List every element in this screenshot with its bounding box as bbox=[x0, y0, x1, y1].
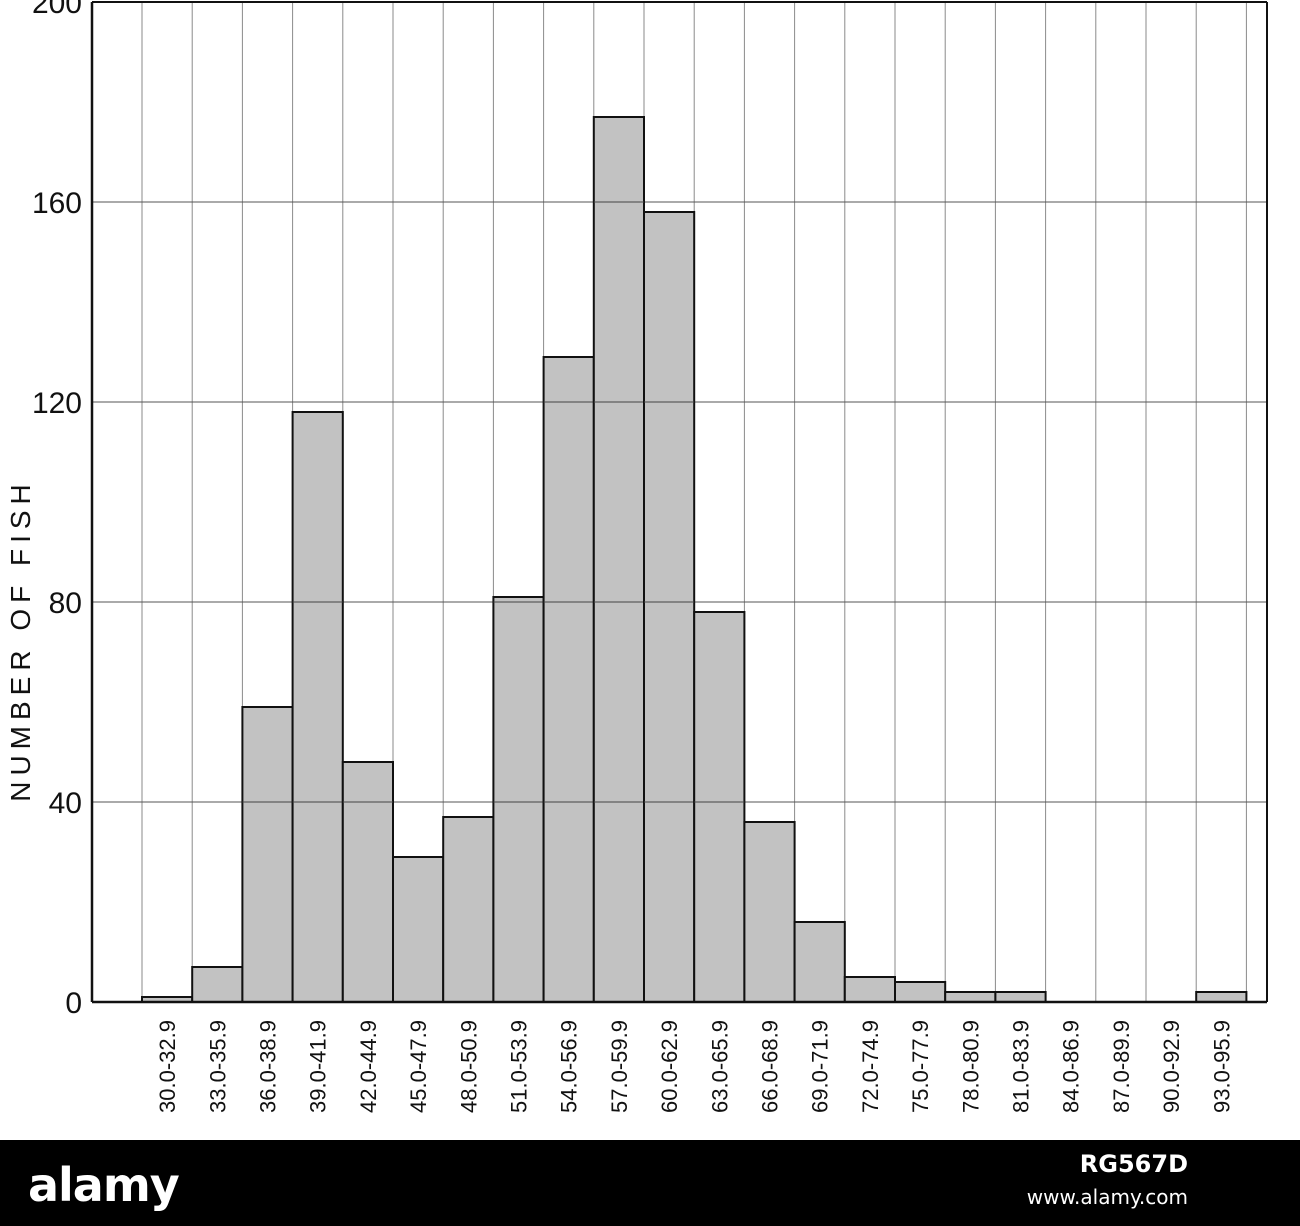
x-tick-label: 69.0-71.9 bbox=[808, 1020, 833, 1113]
x-tick-label: 33.0-35.9 bbox=[205, 1020, 230, 1113]
watermark-bar bbox=[0, 1140, 1300, 1226]
bar-54.0-56.9 bbox=[542, 356, 595, 1003]
bar-39.0-41.9 bbox=[291, 411, 344, 1003]
histogram-chart: 0 40 80 120 160 200 30.0-32.9 33.0-35.9 36.0-38… bbox=[5, 0, 1268, 1113]
bar-66.0-68.9 bbox=[743, 821, 796, 1003]
x-tick-label: 60.0-62.9 bbox=[657, 1020, 682, 1113]
bar-33.0-35.9 bbox=[191, 966, 244, 1003]
y-tick-labels: 0 40 80 120 160 200 bbox=[32, 0, 82, 1020]
x-tick-label: 51.0-53.9 bbox=[507, 1020, 532, 1113]
bar-36.0-38.9 bbox=[241, 706, 294, 1003]
bar-63.0-65.9 bbox=[693, 611, 746, 1003]
x-tick-label: 48.0-50.9 bbox=[456, 1020, 481, 1113]
watermark-logo: alamy bbox=[28, 1158, 180, 1212]
x-tick-label: 72.0-74.9 bbox=[858, 1020, 883, 1113]
x-tick-label: 87.0-89.9 bbox=[1109, 1020, 1134, 1113]
x-tick-label: 78.0-80.9 bbox=[958, 1020, 983, 1113]
bar-60.0-62.9 bbox=[643, 211, 696, 1003]
bar-42.0-44.9 bbox=[341, 761, 394, 1003]
bar-72.0-74.9 bbox=[843, 976, 896, 1003]
bar-78.0-80.9 bbox=[944, 991, 997, 1003]
bar-48.0-50.9 bbox=[442, 816, 495, 1003]
y-tick-label: 160 bbox=[32, 187, 82, 220]
watermark-url: www.alamy.com bbox=[1026, 1185, 1188, 1209]
bar-51.0-53.9 bbox=[492, 596, 545, 1003]
x-tick-label: 54.0-56.9 bbox=[557, 1020, 582, 1113]
x-tick-label: 39.0-41.9 bbox=[306, 1020, 331, 1113]
bar-81.0-83.9 bbox=[994, 991, 1047, 1003]
y-tick-label: 120 bbox=[32, 387, 82, 420]
x-tick-label: 36.0-38.9 bbox=[256, 1020, 281, 1113]
y-axis-label: NUMBER OF FISH bbox=[5, 478, 36, 802]
x-tick-label: 42.0-44.9 bbox=[356, 1020, 381, 1113]
bar-45.0-47.9 bbox=[392, 856, 445, 1003]
x-tick-label: 75.0-77.9 bbox=[908, 1020, 933, 1113]
bar-57.0-59.9 bbox=[592, 116, 645, 1003]
x-tick-label: 57.0-59.9 bbox=[607, 1020, 632, 1113]
y-tick-label: 40 bbox=[49, 787, 82, 820]
x-tick-labels: 30.0-32.9 33.0-35.9 36.0-38.9 39.0-41.9 42.0… bbox=[155, 1020, 1234, 1113]
bar-75.0-77.9 bbox=[894, 981, 947, 1003]
x-tick-label: 66.0-68.9 bbox=[758, 1020, 783, 1113]
y-tick-label: 0 bbox=[65, 987, 82, 1020]
y-tick-label: 80 bbox=[49, 587, 82, 620]
bar-69.0-71.9 bbox=[793, 921, 846, 1003]
x-tick-label: 63.0-65.9 bbox=[707, 1020, 732, 1113]
axes bbox=[90, 1, 1268, 1004]
x-tick-label: 81.0-83.9 bbox=[1009, 1020, 1034, 1113]
watermark-image-id: RG567D bbox=[1079, 1150, 1188, 1178]
x-tick-label: 45.0-47.9 bbox=[406, 1020, 431, 1113]
x-tick-label: 30.0-32.9 bbox=[155, 1020, 180, 1113]
x-tick-label: 84.0-86.9 bbox=[1059, 1020, 1084, 1113]
bar-93.0-95.9 bbox=[1195, 991, 1248, 1003]
histogram-bars bbox=[141, 116, 1248, 1003]
y-tick-label: 200 bbox=[32, 0, 82, 20]
x-tick-label: 93.0-95.9 bbox=[1209, 1020, 1234, 1113]
x-tick-label: 90.0-92.9 bbox=[1159, 1020, 1184, 1113]
